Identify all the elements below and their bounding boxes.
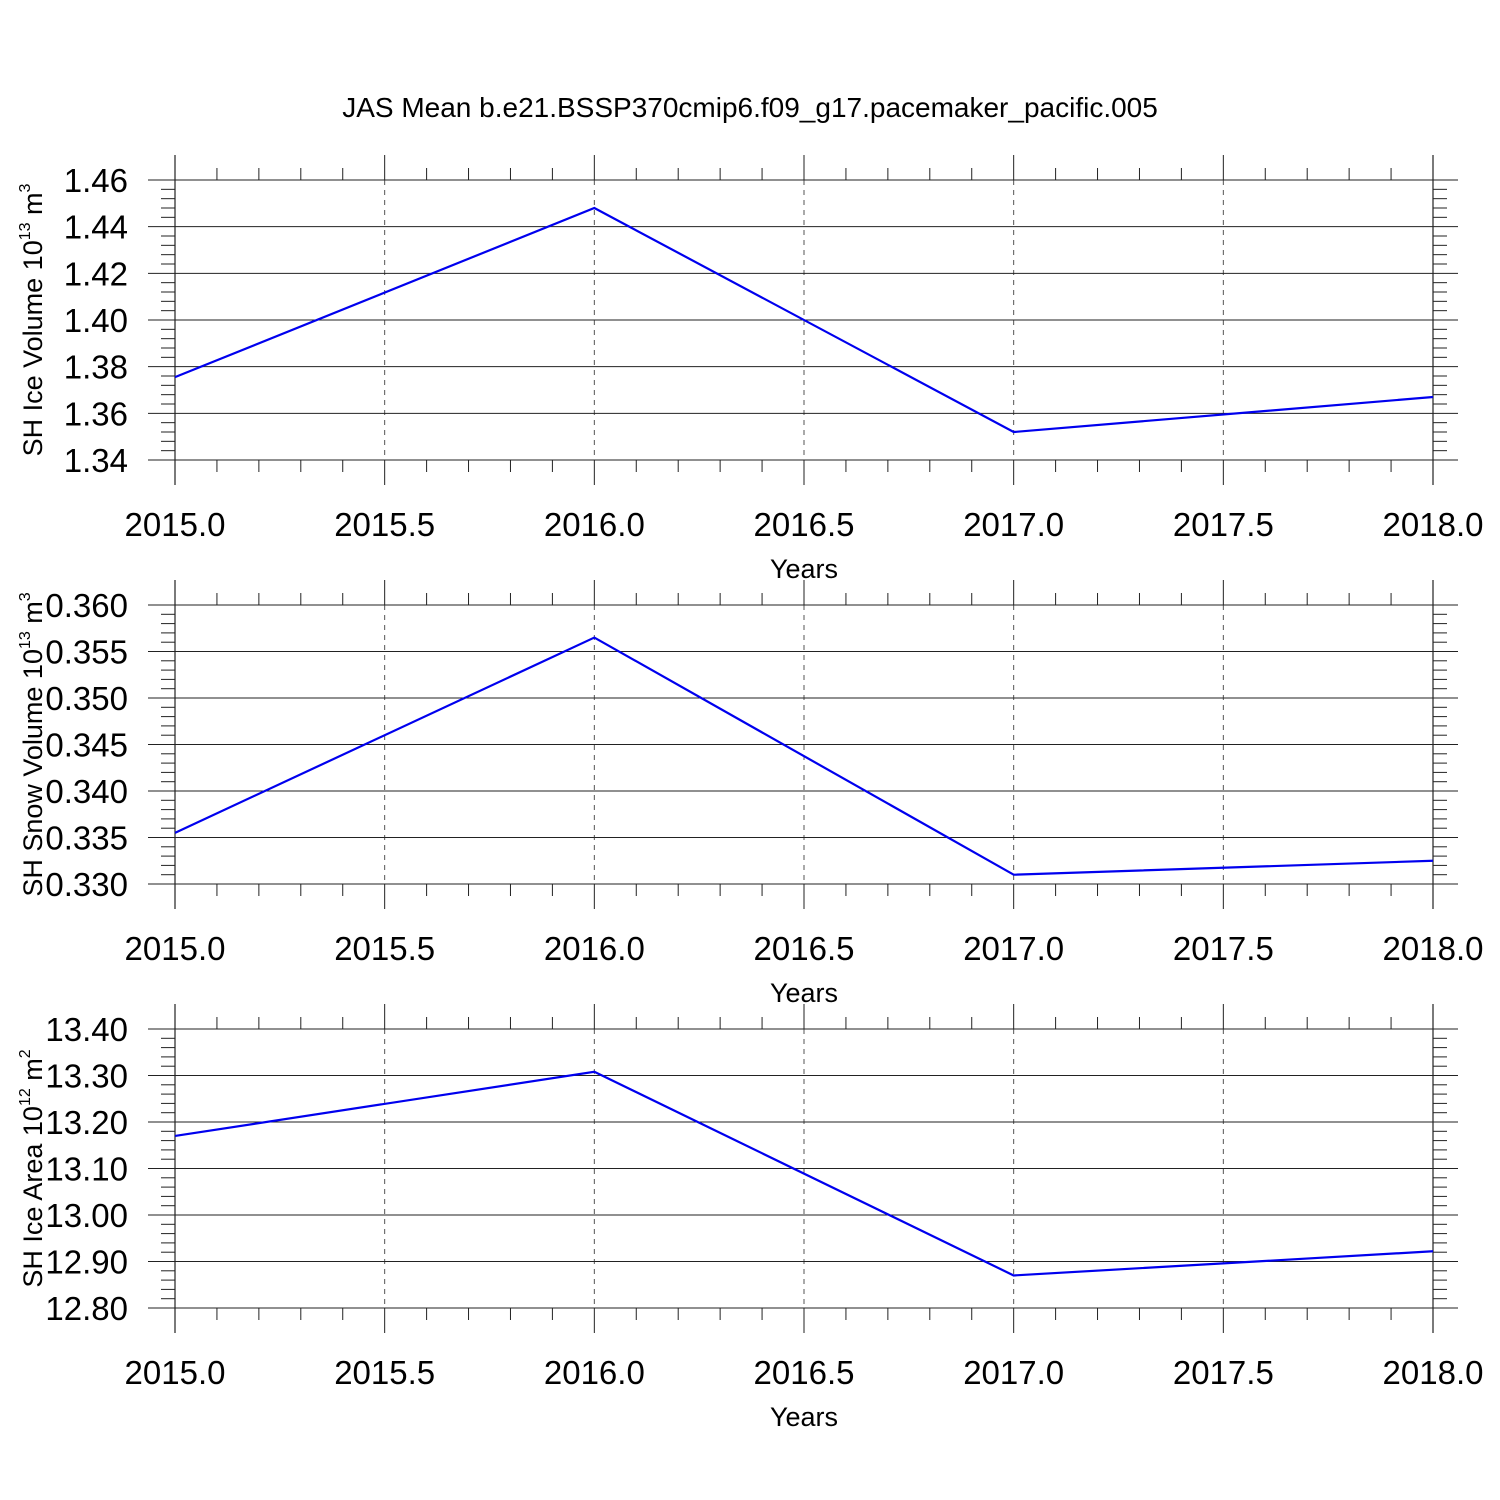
y-axis-label-part: m xyxy=(18,1058,48,1088)
series-line xyxy=(174,206,1434,434)
x-tick-label: 2016.5 xyxy=(754,1354,855,1391)
y-tick-label: 0.330 xyxy=(45,866,128,903)
y-tick-label: 0.340 xyxy=(45,773,128,810)
x-tick-label: 2015.0 xyxy=(125,506,226,543)
y-axis-label: SH Ice Volume 1013 m3 xyxy=(17,183,48,456)
series-line xyxy=(174,636,1434,876)
y-axis-label-part: m xyxy=(18,192,48,222)
y-tick-label: 13.20 xyxy=(45,1104,128,1141)
y-tick-label: 0.360 xyxy=(45,587,128,624)
y-axis-label: SH Snow Volume 1013 m3 xyxy=(17,592,48,896)
x-axis-label: Years xyxy=(770,978,838,1008)
y-axis-label: SH Ice Area 1012 m2 xyxy=(17,1049,48,1287)
y-axis-label-superscript: 13 xyxy=(17,222,34,240)
y-axis-label-part: SH Snow Volume 10 xyxy=(18,649,48,897)
chart-panel-2: 0.330 0.335 0.340 0.345 0.350 0.355 0.360 2015.… xyxy=(17,580,1483,1008)
y-tick-label: 12.90 xyxy=(45,1244,128,1281)
x-tick-label: 2015.5 xyxy=(334,930,435,967)
y-tick-label: 1.46 xyxy=(64,162,128,199)
y-tick-label: 13.00 xyxy=(45,1197,128,1234)
x-tick-label: 2016.5 xyxy=(754,506,855,543)
y-tick-label: 0.355 xyxy=(45,634,128,671)
x-tick-label: 2018.0 xyxy=(1383,930,1484,967)
x-tick-label: 2017.0 xyxy=(963,930,1064,967)
y-tick-label: 13.40 xyxy=(45,1011,128,1048)
chart-panel-3: 12.80 12.90 13.00 13.10 13.20 13.30 13.40 2015.… xyxy=(17,1004,1483,1432)
y-axis-label-part: SH Ice Area 10 xyxy=(18,1106,48,1288)
x-tick-label: 2018.0 xyxy=(1383,1354,1484,1391)
figure-title: JAS Mean b.e21.BSSP370cmip6.f09_g17.pace… xyxy=(342,92,1158,123)
y-tick-label: 1.38 xyxy=(64,349,128,386)
y-tick-label: 12.80 xyxy=(45,1290,128,1327)
y-tick-label: 1.40 xyxy=(64,302,128,339)
y-tick-label: 13.10 xyxy=(45,1151,128,1188)
y-tick-label: 1.36 xyxy=(64,395,128,432)
x-axis-label: Years xyxy=(770,554,838,584)
x-tick-label: 2015.5 xyxy=(334,506,435,543)
x-tick-label: 2015.0 xyxy=(125,1354,226,1391)
chart-panel-1: 1.34 1.36 1.38 1.40 1.42 1.44 1.46 2015.0 2015.5… xyxy=(17,155,1483,584)
y-axis-label-superscript: 12 xyxy=(17,1088,34,1106)
y-axis-label-superscript: 3 xyxy=(17,183,34,192)
y-tick-label: 1.44 xyxy=(64,209,128,246)
y-tick-label: 0.350 xyxy=(45,680,128,717)
x-tick-label: 2016.0 xyxy=(544,1354,645,1391)
y-axis-label-superscript: 2 xyxy=(17,1049,34,1058)
series-line xyxy=(174,1070,1434,1277)
x-tick-label: 2016.0 xyxy=(544,506,645,543)
y-axis-label-superscript: 13 xyxy=(17,631,34,649)
x-tick-label: 2016.0 xyxy=(544,930,645,967)
x-axis-label: Years xyxy=(770,1402,838,1432)
x-tick-label: 2015.0 xyxy=(125,930,226,967)
y-tick-label: 1.42 xyxy=(64,255,128,292)
x-tick-label: 2018.0 xyxy=(1383,506,1484,543)
y-tick-label: 0.335 xyxy=(45,820,128,857)
x-tick-label: 2016.5 xyxy=(754,930,855,967)
x-tick-label: 2015.5 xyxy=(334,1354,435,1391)
y-axis-label-superscript: 3 xyxy=(17,592,34,601)
y-tick-label: 0.345 xyxy=(45,727,128,764)
x-tick-label: 2017.5 xyxy=(1173,930,1274,967)
y-axis-label-part: m xyxy=(18,601,48,631)
x-tick-label: 2017.5 xyxy=(1173,1354,1274,1391)
panels: 1.34 1.36 1.38 1.40 1.42 1.44 1.46 2015.0 2015.5… xyxy=(17,155,1483,1432)
x-tick-label: 2017.0 xyxy=(963,1354,1064,1391)
y-tick-label: 1.34 xyxy=(64,442,128,479)
y-axis-label-part: SH Ice Volume 10 xyxy=(18,240,48,456)
x-tick-label: 2017.0 xyxy=(963,506,1064,543)
y-tick-label: 13.30 xyxy=(45,1058,128,1095)
x-tick-label: 2017.5 xyxy=(1173,506,1274,543)
